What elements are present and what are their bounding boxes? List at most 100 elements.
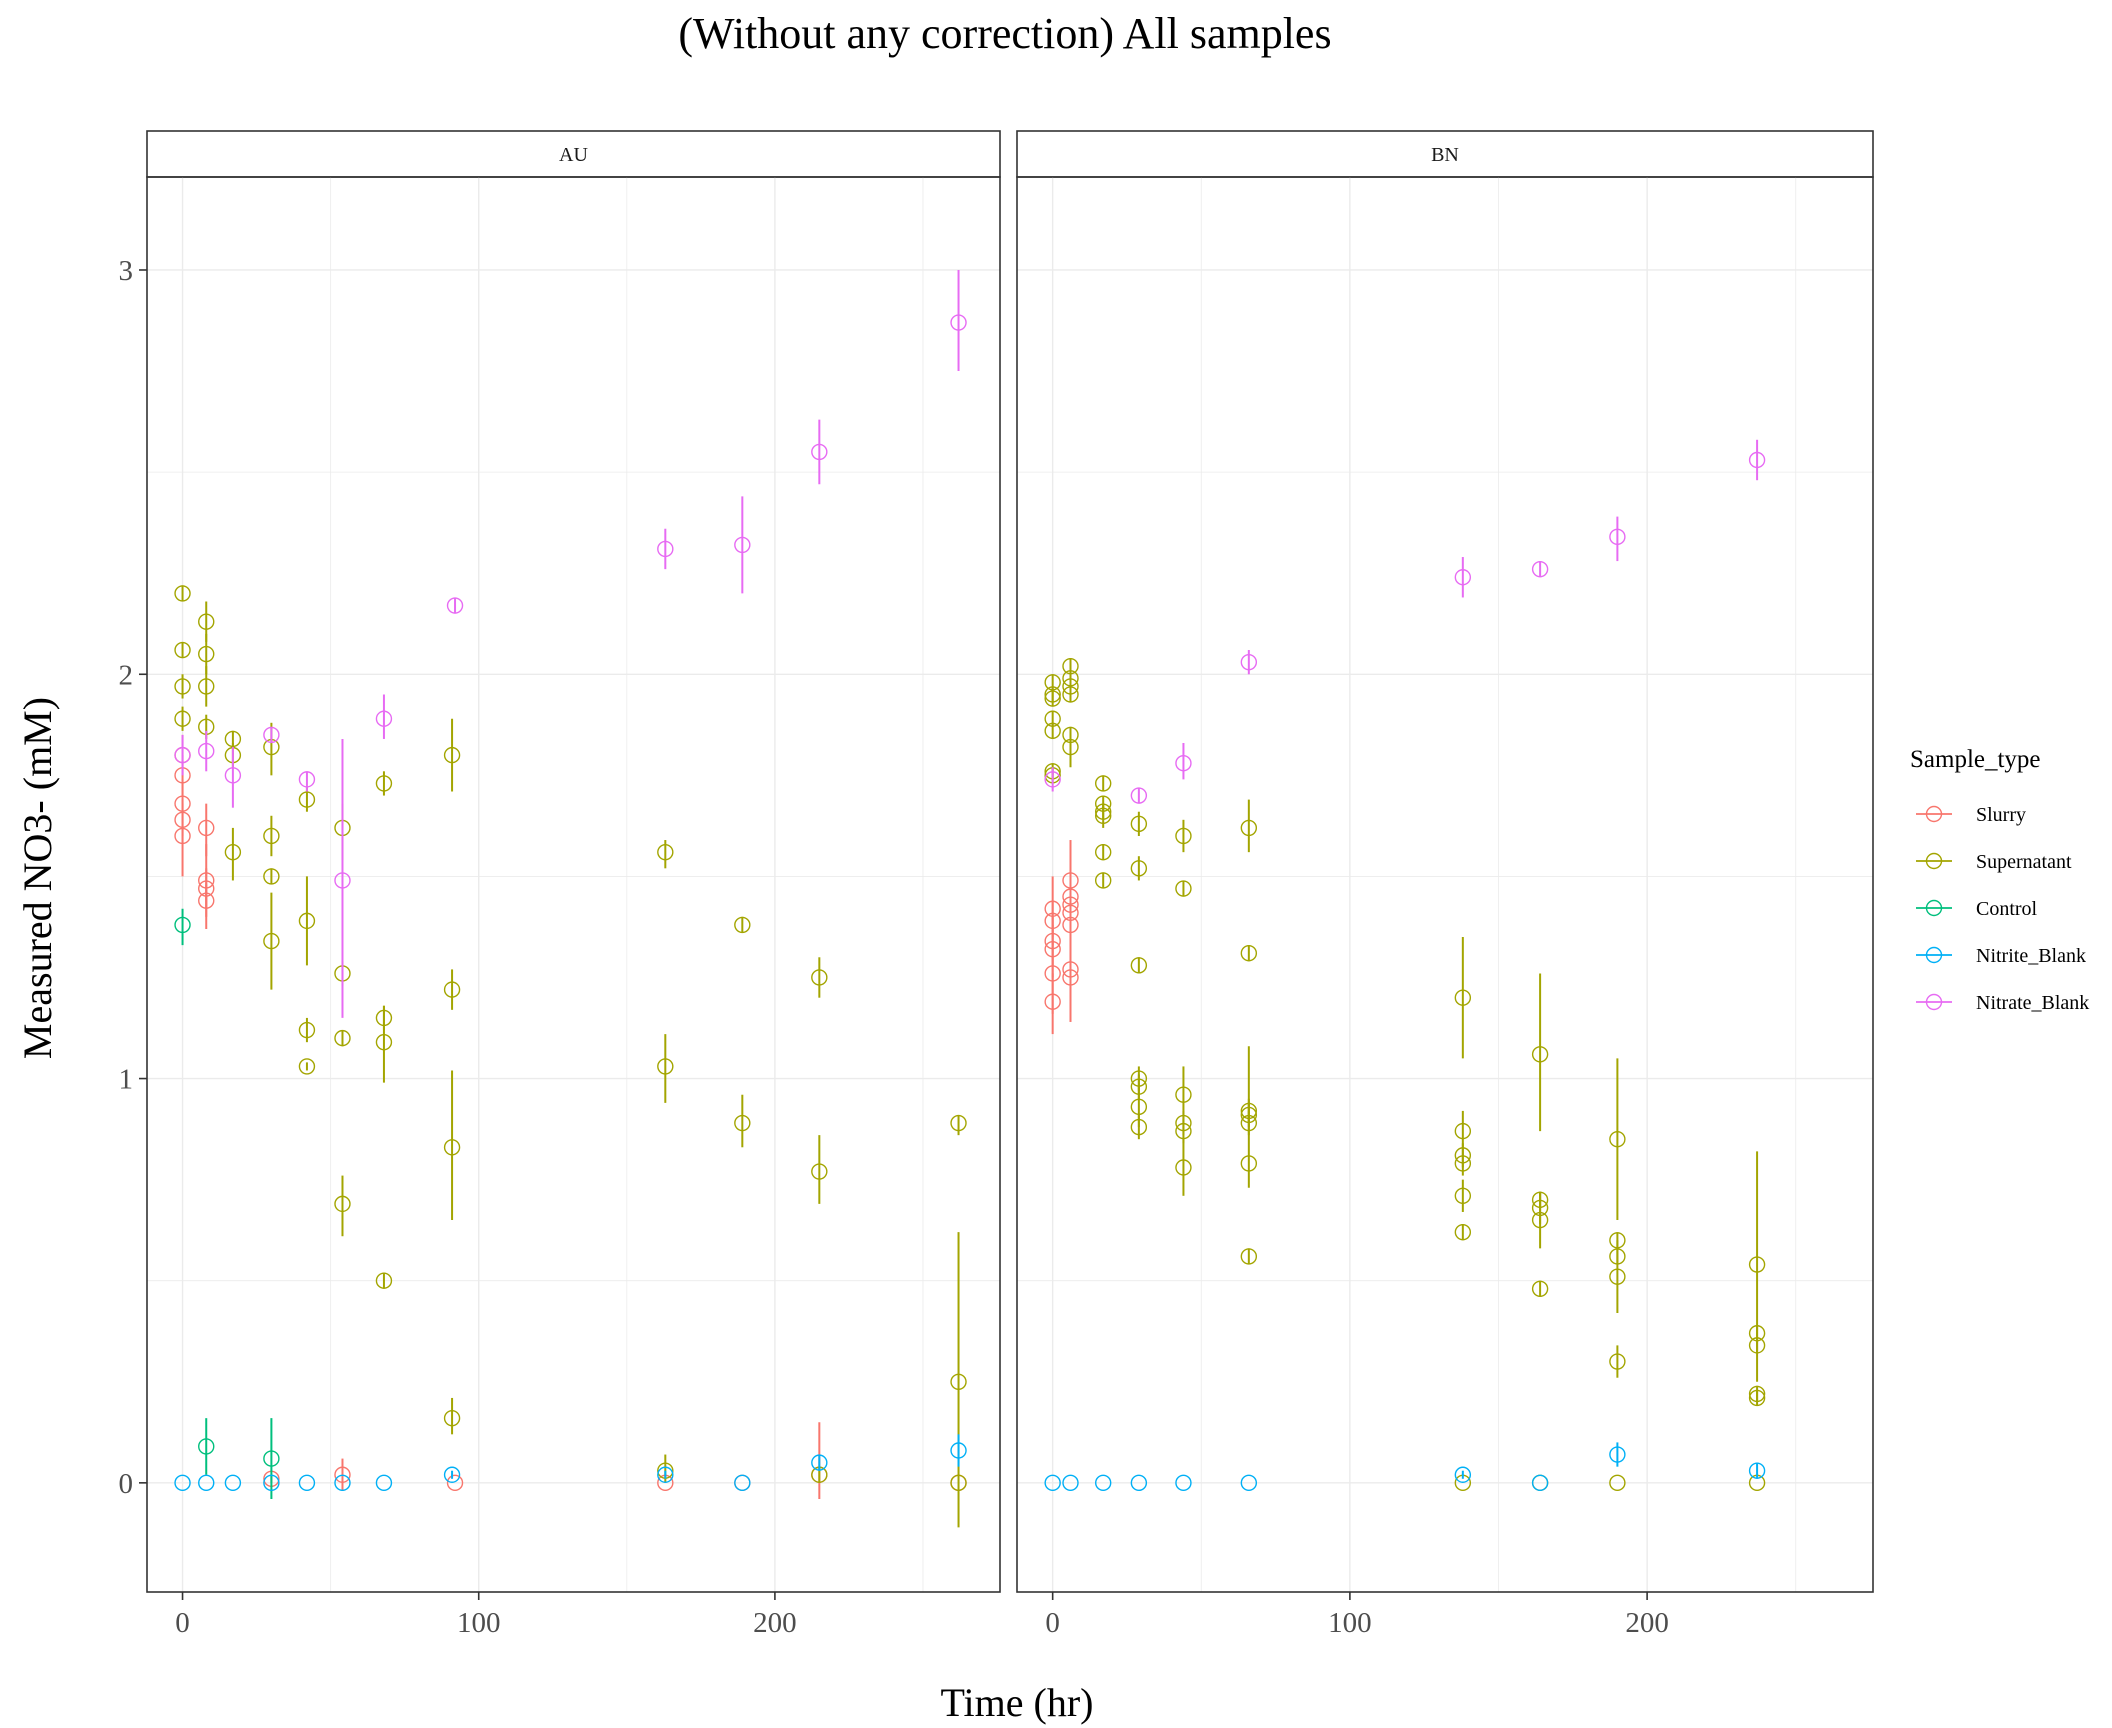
data-point bbox=[298, 912, 316, 930]
data-point bbox=[174, 827, 191, 845]
data-point bbox=[657, 1466, 674, 1483]
data-point bbox=[298, 1474, 316, 1492]
legend-label: Nitrate_Blank bbox=[1976, 992, 2089, 1014]
legend-key-point bbox=[1925, 993, 1943, 1011]
legend-label: Control bbox=[1976, 898, 2038, 920]
facet-label: BN bbox=[1431, 144, 1459, 166]
data-point bbox=[1531, 1474, 1549, 1492]
facet-label: AU bbox=[559, 144, 588, 166]
series-nitrite-blank bbox=[1044, 1442, 1766, 1492]
series-slurry bbox=[174, 734, 967, 1500]
data-point bbox=[198, 819, 215, 837]
data-point bbox=[1454, 1466, 1472, 1483]
data-point bbox=[1130, 787, 1148, 804]
data-point bbox=[734, 1114, 751, 1132]
data-point bbox=[375, 710, 393, 727]
data-point bbox=[1240, 1248, 1258, 1265]
panels: AU 0 100 200 0 1 2 3 BN 0 100 200 bbox=[119, 130, 1874, 1639]
data-point bbox=[1044, 771, 1061, 788]
data-point bbox=[1062, 1474, 1079, 1492]
data-point bbox=[1609, 1446, 1626, 1463]
data-point bbox=[1240, 819, 1258, 837]
data-point bbox=[950, 1442, 967, 1459]
data-point bbox=[1454, 1122, 1472, 1140]
data-point bbox=[443, 1409, 461, 1427]
legend-key-point bbox=[1925, 852, 1943, 870]
y-tick-label: 2 bbox=[119, 659, 134, 691]
panel-border bbox=[1016, 176, 1874, 1593]
data-point bbox=[1175, 1159, 1192, 1176]
series-nitrite-blank bbox=[174, 1434, 967, 1492]
x-tick-label: 200 bbox=[1625, 1607, 1669, 1639]
data-point bbox=[1130, 957, 1148, 974]
data-point bbox=[1609, 528, 1626, 546]
data-point bbox=[950, 1114, 967, 1132]
data-point bbox=[1454, 989, 1472, 1006]
facet-strip bbox=[146, 130, 1001, 178]
data-point bbox=[657, 540, 674, 558]
data-point bbox=[1175, 880, 1192, 897]
data-point bbox=[1609, 1268, 1626, 1285]
data-point bbox=[1062, 969, 1079, 986]
data-point bbox=[298, 771, 316, 788]
data-point bbox=[446, 597, 464, 614]
data-point bbox=[1175, 1122, 1192, 1140]
data-point bbox=[298, 791, 316, 808]
data-point bbox=[298, 1058, 316, 1075]
data-point bbox=[734, 536, 751, 554]
y-tick-label: 3 bbox=[119, 255, 134, 287]
grid bbox=[1017, 177, 1873, 1592]
legend-key-point bbox=[1925, 946, 1943, 964]
data-point bbox=[198, 1474, 215, 1492]
data-point bbox=[334, 1474, 351, 1492]
data-point bbox=[1044, 690, 1061, 707]
data-point bbox=[443, 981, 461, 998]
y-tick-label: 0 bbox=[119, 1468, 134, 1500]
series-nitrate-blank bbox=[174, 269, 967, 1018]
data-point bbox=[198, 742, 215, 760]
data-point bbox=[1130, 1118, 1148, 1136]
data-point bbox=[375, 1033, 393, 1051]
data-point bbox=[811, 443, 828, 461]
data-point bbox=[950, 1373, 967, 1390]
legend-key-point bbox=[1925, 899, 1943, 917]
data-layer bbox=[1044, 439, 1766, 1492]
legend-item-nitrite-blank: Nitrite_Blank bbox=[1916, 945, 2086, 967]
data-point bbox=[1609, 1353, 1626, 1370]
legend-item-control: Control bbox=[1916, 898, 2038, 920]
data-point bbox=[1044, 1474, 1061, 1492]
data-point bbox=[198, 645, 215, 663]
facet-strip bbox=[1016, 130, 1874, 178]
legend: Sample_type Slurry Supernatant Control Nitr… bbox=[1910, 746, 2089, 1014]
series-slurry bbox=[1044, 840, 1079, 1035]
series-supernatant bbox=[174, 585, 967, 1528]
y-tick-label: 1 bbox=[119, 1064, 134, 1096]
data-point bbox=[174, 641, 191, 659]
data-point bbox=[443, 1466, 461, 1483]
panel-border bbox=[146, 176, 1001, 1593]
data-point bbox=[263, 932, 280, 950]
data-point bbox=[263, 868, 280, 885]
grid bbox=[147, 177, 1000, 1592]
data-point bbox=[224, 767, 242, 784]
data-point bbox=[1130, 815, 1148, 833]
data-point bbox=[198, 678, 215, 695]
legend-title: Sample_type bbox=[1910, 746, 2041, 773]
legend-label: Nitrite_Blank bbox=[1976, 945, 2086, 967]
data-point bbox=[198, 613, 215, 630]
data-point bbox=[1062, 738, 1079, 756]
data-point bbox=[1531, 1211, 1549, 1229]
data-point bbox=[224, 1474, 242, 1492]
data-point bbox=[174, 585, 191, 602]
data-point bbox=[1454, 569, 1472, 586]
data-point bbox=[334, 872, 351, 889]
data-point bbox=[811, 1454, 828, 1471]
data-point bbox=[1748, 451, 1766, 469]
legend-item-supernatant: Supernatant bbox=[1916, 851, 2072, 873]
data-point bbox=[1748, 1256, 1766, 1273]
data-point bbox=[375, 1272, 393, 1289]
data-point bbox=[811, 969, 828, 986]
x-tick-label: 100 bbox=[1328, 1607, 1372, 1639]
data-point bbox=[198, 1438, 215, 1455]
legend-item-slurry: Slurry bbox=[1916, 804, 2026, 826]
